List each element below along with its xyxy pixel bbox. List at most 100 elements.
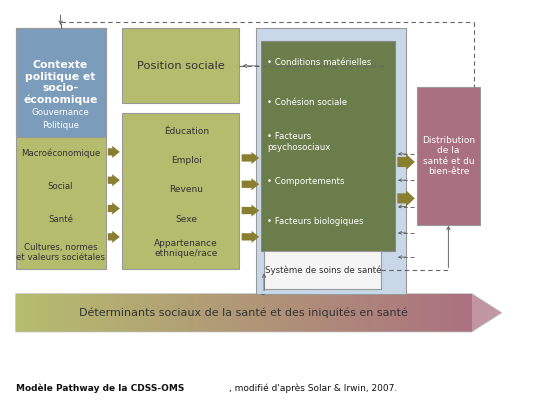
Text: Macroéconomique: Macroéconomique [21, 149, 100, 158]
Bar [164, 294, 168, 332]
Bar [357, 294, 361, 332]
Text: Contexte
politique et
socio-
économique: Contexte politique et socio- économique [23, 60, 98, 105]
Bar [186, 294, 190, 332]
Bar [263, 294, 266, 332]
Bar [308, 294, 312, 332]
Bar [460, 294, 464, 332]
Bar [133, 294, 137, 332]
Bar [316, 294, 320, 332]
Bar [232, 294, 236, 332]
Bar [126, 294, 129, 332]
Bar [327, 294, 331, 332]
Bar [274, 294, 278, 332]
Bar [202, 294, 205, 332]
Text: Position sociale: Position sociale [137, 61, 225, 71]
Bar [261, 40, 395, 251]
Bar [99, 294, 103, 332]
Bar [122, 114, 239, 269]
Bar [377, 294, 380, 332]
Bar [456, 294, 460, 332]
Bar [380, 294, 384, 332]
Bar [396, 294, 400, 332]
Text: Système de soins de santé: Système de soins de santé [265, 266, 381, 275]
Bar [145, 294, 149, 332]
Bar [57, 294, 61, 332]
Bar [270, 294, 274, 332]
Bar [194, 294, 198, 332]
Bar [205, 294, 209, 332]
Bar [217, 294, 221, 332]
Bar [190, 294, 194, 332]
Bar [365, 294, 369, 332]
Bar [50, 294, 53, 332]
Bar [141, 294, 145, 332]
Polygon shape [241, 231, 259, 243]
Bar [251, 294, 255, 332]
Bar [73, 294, 77, 332]
Text: Appartenance
ethnique/race: Appartenance ethnique/race [154, 239, 218, 259]
Text: Déterminants sociaux de la santé et des iniquités en santé: Déterminants sociaux de la santé et des … [79, 307, 408, 318]
Bar [361, 294, 365, 332]
Bar [411, 294, 415, 332]
Polygon shape [241, 152, 259, 164]
Bar [179, 294, 183, 332]
Bar [259, 294, 263, 332]
Bar [354, 294, 357, 332]
Bar [137, 294, 141, 332]
Text: Cultures, normes
et valeurs sociétales: Cultures, normes et valeurs sociétales [16, 243, 105, 262]
Bar [464, 294, 468, 332]
Polygon shape [108, 174, 120, 186]
Bar [256, 28, 406, 294]
Text: • Facteurs
psychosociaux: • Facteurs psychosociaux [267, 132, 330, 152]
Text: Santé: Santé [48, 215, 73, 224]
Bar [407, 294, 411, 332]
Text: • Comportements: • Comportements [267, 177, 344, 186]
Text: Politique: Politique [42, 121, 79, 131]
Bar [350, 294, 354, 332]
Text: Emploi: Emploi [171, 156, 201, 165]
Bar [88, 294, 92, 332]
Bar [61, 294, 65, 332]
Bar [221, 294, 225, 332]
Bar [209, 294, 213, 332]
Bar [168, 294, 171, 332]
Text: , modifié d'après Solar & Irwin, 2007.: , modifié d'après Solar & Irwin, 2007. [229, 383, 397, 393]
Bar [16, 294, 19, 332]
Polygon shape [397, 190, 415, 206]
Bar [426, 294, 430, 332]
Bar [437, 294, 441, 332]
Bar [53, 294, 57, 332]
Bar [441, 294, 445, 332]
Bar [77, 294, 80, 332]
Polygon shape [241, 204, 259, 216]
Bar [301, 294, 304, 332]
Bar [160, 294, 164, 332]
Bar [281, 294, 285, 332]
Bar [255, 294, 259, 332]
Text: Modèle Pathway de la CDSS-OMS: Modèle Pathway de la CDSS-OMS [16, 383, 184, 393]
Bar [228, 294, 232, 332]
Bar [346, 294, 350, 332]
Bar [183, 294, 186, 332]
Bar [449, 294, 453, 332]
Bar [418, 294, 422, 332]
Bar [225, 294, 228, 332]
Text: • Conditions matérielles: • Conditions matérielles [267, 58, 371, 67]
Bar [392, 294, 396, 332]
Bar [107, 294, 110, 332]
Bar [110, 294, 114, 332]
Bar [342, 294, 346, 332]
Bar [38, 294, 42, 332]
Bar [248, 294, 251, 332]
Bar [152, 294, 156, 332]
Bar [129, 294, 133, 332]
Bar [289, 294, 293, 332]
Bar [339, 294, 342, 332]
Bar [34, 294, 38, 332]
Bar [388, 294, 392, 332]
Bar [304, 294, 308, 332]
Bar [373, 294, 377, 332]
Bar [236, 294, 240, 332]
Text: Éducation: Éducation [164, 126, 209, 135]
Text: • Facteurs biologiques: • Facteurs biologiques [267, 217, 364, 226]
